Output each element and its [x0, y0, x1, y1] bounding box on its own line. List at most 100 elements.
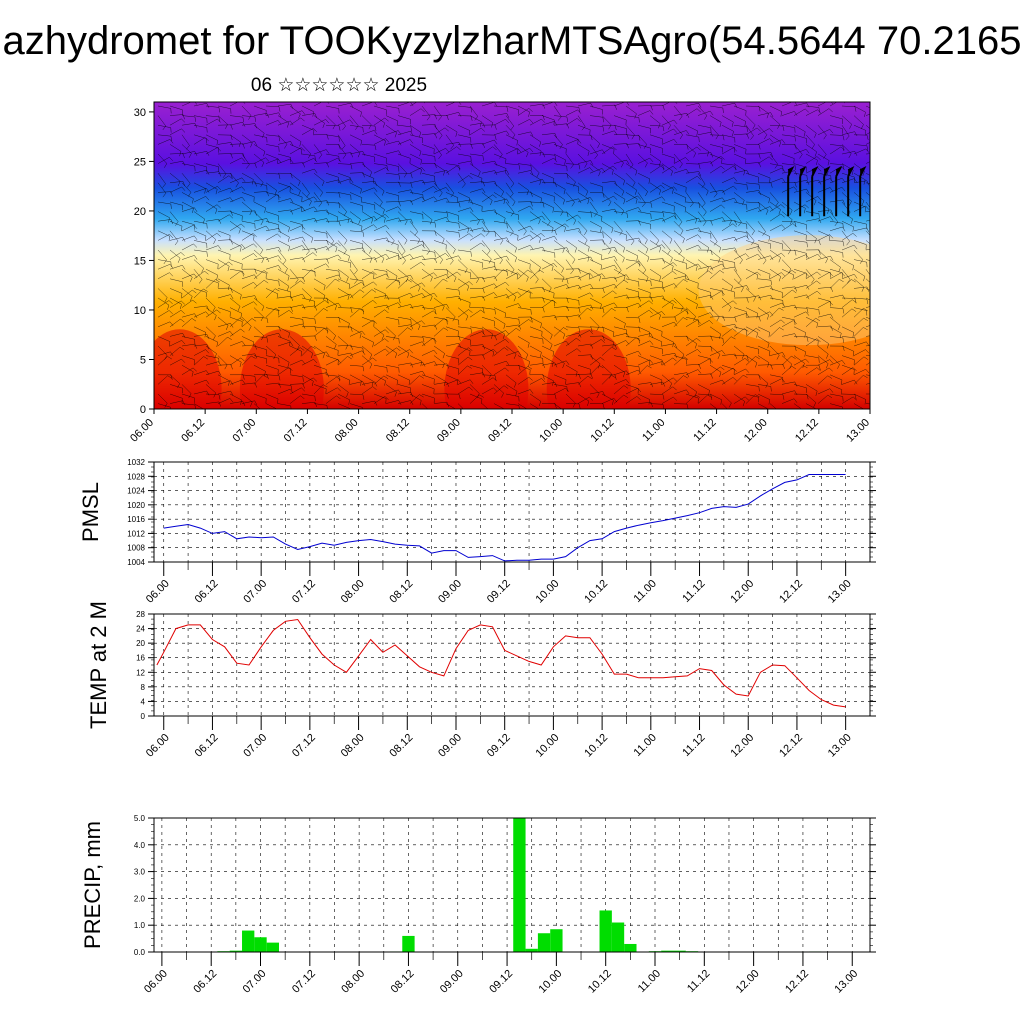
- precip-bar: [402, 935, 415, 952]
- barb-shaft: [853, 317, 864, 327]
- barb-shaft: [385, 384, 397, 393]
- barb-shaft: [481, 345, 494, 352]
- barb-shaft: [313, 200, 327, 203]
- barb-flag: [169, 272, 174, 277]
- barb-shaft: [781, 111, 795, 116]
- barb-shaft: [637, 230, 648, 240]
- barb-flag: [517, 235, 519, 241]
- barb-flag: [186, 145, 190, 150]
- barb-shaft: [685, 338, 697, 347]
- barb-shaft: [325, 124, 339, 127]
- barb-flag: [818, 365, 821, 371]
- barb-shaft: [541, 172, 555, 179]
- barb-shaft: [241, 355, 252, 366]
- barb-flag: [529, 205, 534, 210]
- barb-shaft: [817, 345, 829, 355]
- warm-plume: [239, 329, 324, 409]
- barb-shaft: [601, 246, 615, 251]
- barb-shaft: [325, 242, 337, 251]
- barb-shaft: [769, 192, 779, 203]
- y-tick-label: 8: [141, 683, 146, 692]
- barb-shaft: [829, 272, 842, 280]
- barb-flag: [530, 170, 534, 175]
- barb-flag: [695, 218, 698, 224]
- barb-flag: [872, 241, 875, 245]
- barb-flag: [542, 363, 546, 369]
- barb-flag: [734, 247, 738, 253]
- barb-shaft: [409, 102, 418, 107]
- barb-flag: [191, 371, 194, 377]
- barb-flag: [302, 236, 306, 242]
- barb-flag: [623, 394, 629, 398]
- x-tick-label: 08.00: [339, 968, 367, 996]
- barb-flag: [277, 409, 278, 414]
- barb-shaft: [361, 268, 375, 275]
- barb-flag: [277, 158, 279, 164]
- barb-flag: [167, 356, 172, 360]
- barb-flag: [612, 400, 614, 406]
- y-tick-label: 1004: [127, 558, 145, 567]
- barb-shaft: [241, 210, 255, 212]
- barb-shaft: [829, 384, 842, 390]
- barb-shaft: [865, 355, 870, 356]
- barb-flag: [649, 110, 654, 115]
- x-tick-label: 07.00: [241, 732, 269, 760]
- barb-shaft: [577, 240, 590, 248]
- barb-shaft: [241, 393, 253, 403]
- barb-flag: [394, 132, 397, 138]
- barb-flag: [792, 274, 794, 280]
- barb-flag: [817, 196, 822, 201]
- barb-flag: [848, 153, 852, 159]
- barb-flag: [852, 332, 854, 338]
- barb-shaft: [325, 192, 339, 194]
- barb-shaft: [373, 249, 385, 259]
- barb-shaft: [289, 269, 299, 280]
- barb-flag: [326, 218, 330, 224]
- barb-shaft: [721, 223, 734, 232]
- barb-flag: [870, 280, 873, 284]
- barb-shaft: [433, 240, 447, 245]
- barb-flag: [769, 351, 771, 357]
- barb-shaft: [505, 211, 519, 216]
- barb-shaft: [493, 281, 506, 289]
- barb-shaft: [757, 112, 771, 116]
- barb-flag: [805, 254, 810, 259]
- barb-shaft: [157, 351, 171, 356]
- x-tick-label: 06.00: [128, 417, 156, 445]
- barb-shaft: [469, 326, 483, 330]
- barb-shaft: [421, 349, 434, 356]
- barb-shaft: [265, 144, 279, 148]
- barb-flag: [829, 272, 834, 277]
- barb-shaft: [289, 110, 303, 116]
- barb-shaft: [457, 153, 471, 157]
- barb-shaft: [817, 388, 830, 395]
- barb-shaft: [409, 336, 423, 338]
- barb-shaft: [853, 227, 867, 232]
- barb-shaft: [325, 278, 336, 289]
- barb-flag: [614, 374, 617, 380]
- barb-shaft: [157, 321, 171, 328]
- barb-shaft: [829, 226, 843, 232]
- barb-flag: [827, 208, 830, 214]
- barb-shaft: [781, 220, 795, 223]
- barb-flag: [626, 213, 628, 219]
- barb-flag: [539, 150, 542, 156]
- barb-shaft: [409, 211, 423, 215]
- barb-shaft: [781, 286, 795, 289]
- barb-shaft: [253, 157, 266, 164]
- barb-flag: [758, 246, 762, 251]
- barb-flag: [253, 301, 258, 306]
- barb-flag: [311, 237, 314, 243]
- barb-flag: [805, 311, 810, 316]
- barb-flag: [758, 207, 762, 212]
- barb-shaft: [661, 186, 674, 193]
- barb-flag: [863, 179, 866, 185]
- barb-shaft: [181, 288, 193, 297]
- barb-shaft: [673, 182, 687, 188]
- barb-flag: [794, 346, 797, 352]
- barb-shaft: [265, 278, 279, 282]
- barb-shaft: [481, 259, 495, 263]
- barb-shaft: [193, 390, 207, 395]
- barb-shaft: [349, 151, 363, 155]
